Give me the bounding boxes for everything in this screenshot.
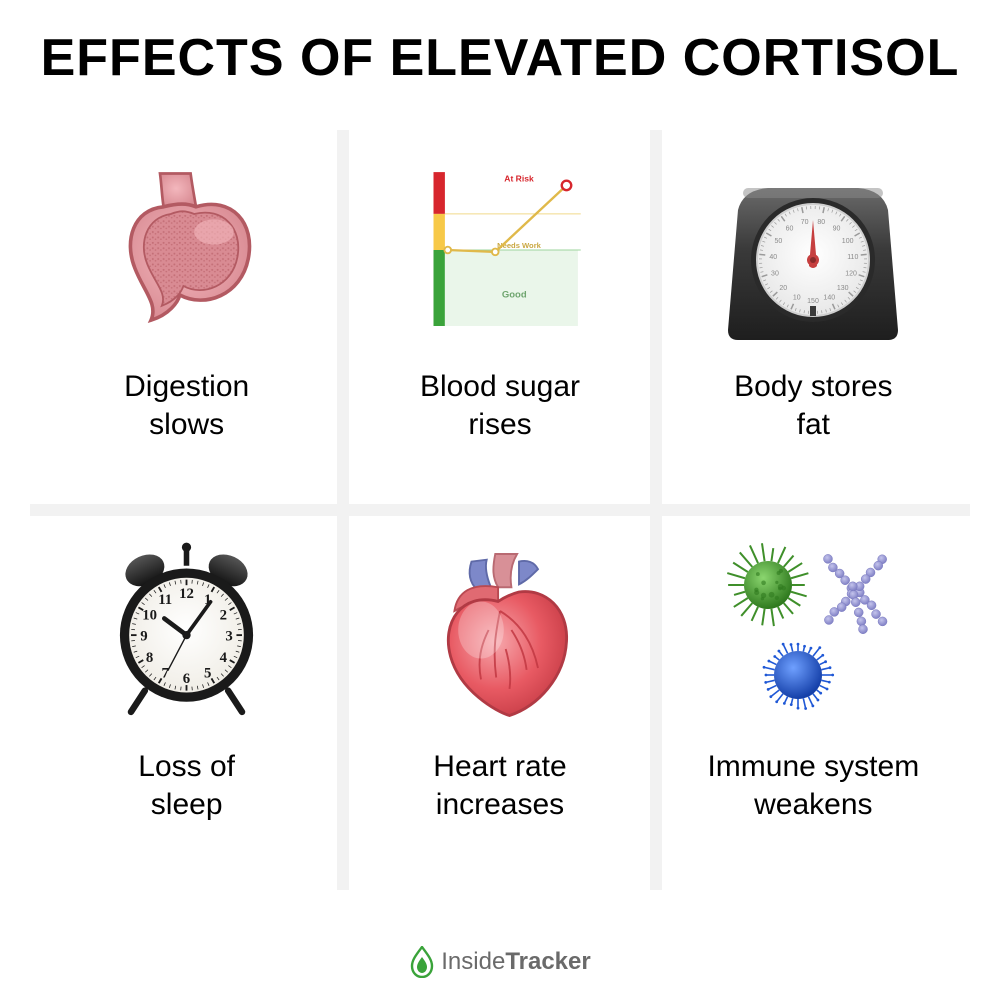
zone-label-good: Good (502, 290, 527, 301)
alarm-clock-icon: 123456789101112 (87, 530, 287, 730)
risk-chart-icon: At Risk Needs Work Good (400, 150, 600, 350)
svg-text:5: 5 (204, 665, 211, 681)
brand-text-inside: Inside (441, 948, 505, 975)
effects-grid: Digestion slows At Risk Needs Work Good (30, 130, 970, 890)
cell-stores-fat: 102030405060708090100110120130140150 Bod… (657, 130, 970, 510)
page-title: EFFECTS OF ELEVATED CORTISOL (0, 0, 1000, 88)
svg-text:10: 10 (793, 295, 801, 302)
brand-logo-icon (409, 946, 435, 978)
svg-text:130: 130 (837, 285, 849, 292)
cell-digestion: Digestion slows (30, 130, 343, 510)
svg-text:12: 12 (179, 586, 194, 602)
svg-text:20: 20 (780, 285, 788, 292)
svg-text:50: 50 (775, 238, 783, 245)
brand-text-tracker: Tracker (505, 948, 590, 975)
svg-text:140: 140 (824, 295, 836, 302)
caption-stores-fat: Body stores fat (734, 368, 892, 443)
stomach-icon (87, 150, 287, 350)
caption-heart-rate: Heart rate increases (433, 748, 566, 823)
caption-blood-sugar: Blood sugar rises (420, 368, 580, 443)
svg-text:4: 4 (220, 649, 228, 665)
svg-text:3: 3 (226, 628, 233, 644)
svg-text:2: 2 (220, 607, 227, 623)
svg-text:7: 7 (162, 665, 170, 681)
svg-text:150: 150 (807, 298, 819, 305)
svg-text:120: 120 (846, 270, 858, 277)
svg-text:90: 90 (833, 226, 841, 233)
svg-text:9: 9 (140, 628, 147, 644)
cell-heart-rate: Heart rate increases (343, 510, 656, 890)
svg-text:100: 100 (842, 238, 854, 245)
caption-sleep: Loss of sleep (138, 748, 235, 823)
scale-icon: 102030405060708090100110120130140150 (713, 150, 913, 350)
svg-text:60: 60 (786, 226, 794, 233)
caption-digestion: Digestion slows (124, 368, 249, 443)
svg-text:110: 110 (848, 254, 859, 261)
svg-text:8: 8 (146, 649, 153, 665)
heart-icon (400, 530, 600, 730)
microbes-icon (713, 530, 913, 730)
svg-text:10: 10 (142, 607, 157, 623)
cell-sleep: 123456789101112 Loss of sleep (30, 510, 343, 890)
footer-brand: InsideTracker (0, 946, 1000, 978)
svg-text:80: 80 (818, 219, 826, 226)
cell-blood-sugar: At Risk Needs Work Good Blood sugar rise… (343, 130, 656, 510)
caption-immune: Immune system weakens (707, 748, 919, 823)
svg-text:30: 30 (771, 270, 779, 277)
svg-text:70: 70 (801, 219, 809, 226)
cell-immune: Immune system weakens (657, 510, 970, 890)
svg-text:6: 6 (183, 671, 190, 687)
svg-text:11: 11 (158, 591, 172, 607)
svg-text:40: 40 (770, 254, 778, 261)
zone-label-risk: At Risk (504, 174, 534, 184)
